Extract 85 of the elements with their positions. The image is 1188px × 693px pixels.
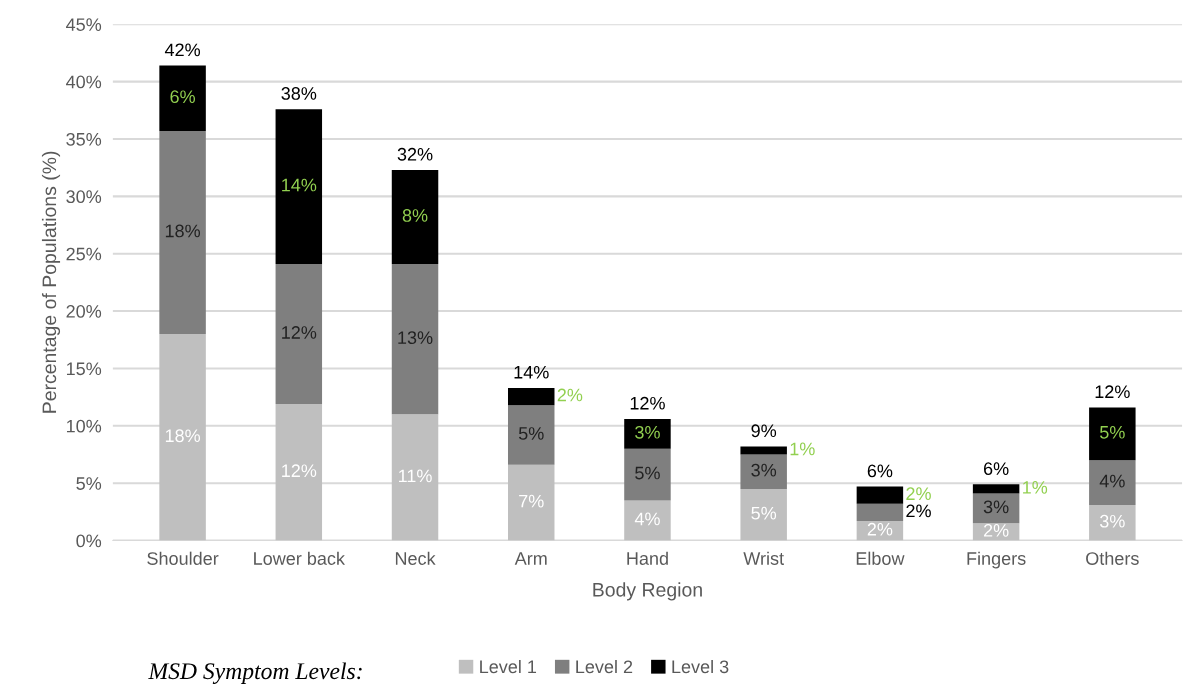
bar: [1089, 460, 1136, 505]
data-label: 12%: [282, 464, 317, 478]
total-label: 14%: [514, 365, 549, 379]
bar: [972, 484, 1020, 494]
x-tick-label: Others: [1086, 551, 1139, 565]
data-label: 2%: [557, 388, 583, 402]
x-tick-label: Wrist: [743, 551, 784, 565]
y-tick-label: 25%: [66, 247, 102, 261]
bar: [624, 500, 671, 541]
y-tick-label: 15%: [66, 362, 102, 376]
bar: [740, 446, 787, 455]
bar: [508, 464, 555, 541]
data-label: 2%: [867, 522, 893, 536]
bar: [1089, 407, 1136, 461]
total-label: 42%: [164, 43, 201, 57]
total-label: 12%: [1095, 385, 1130, 399]
legend-label: Level 2: [576, 659, 633, 674]
bar: [159, 334, 206, 541]
data-label: 3%: [635, 425, 660, 439]
bar: [740, 454, 787, 489]
x-tick-label: Shoulder: [147, 551, 219, 565]
x-axis-title: Body Region: [593, 582, 702, 601]
data-label: 7%: [519, 494, 544, 508]
bar: [1089, 504, 1136, 541]
data-label: 5%: [518, 427, 544, 440]
data-label: 18%: [165, 429, 201, 443]
bar: [391, 264, 439, 415]
data-label: 2%: [906, 487, 931, 500]
y-tick-label: 10%: [66, 419, 102, 433]
bar: [275, 109, 323, 265]
x-tick-label: Fingers: [967, 551, 1026, 569]
data-label: 11%: [399, 469, 432, 483]
bar: [275, 404, 323, 541]
data-label: 18%: [165, 224, 201, 238]
data-label: 14%: [282, 178, 317, 192]
data-label: 6%: [170, 90, 195, 104]
data-label: 5%: [1100, 425, 1125, 439]
bar: [159, 65, 206, 131]
data-label: 2%: [983, 524, 1009, 537]
data-label: 4%: [1099, 474, 1125, 488]
bar: [159, 130, 206, 335]
data-label: 3%: [1099, 514, 1125, 528]
data-label: 1%: [790, 442, 815, 456]
legend-label: Level 1: [480, 659, 537, 674]
x-tick-label: Elbow: [856, 551, 905, 565]
total-label: 6%: [983, 462, 1009, 476]
legend-label: Level 3: [672, 659, 729, 674]
total-label: 9%: [751, 424, 777, 438]
bar: [391, 414, 439, 541]
legend-title: MSD Symptom Levels:: [148, 662, 362, 684]
bar: [740, 488, 787, 541]
y-axis-title: Percentage of Populations (%): [41, 151, 61, 413]
total-label: 32%: [397, 147, 433, 161]
x-tick-label: Lower back: [254, 551, 345, 565]
bar: [508, 387, 555, 406]
data-label: 13%: [398, 331, 433, 345]
bar: [391, 169, 439, 265]
data-label: 2%: [906, 504, 931, 518]
bar: [856, 486, 904, 504]
y-tick-label: 5%: [76, 477, 102, 490]
y-tick-label: 30%: [66, 190, 102, 204]
x-tick-label: Arm: [514, 552, 547, 565]
y-tick-label: 20%: [66, 305, 102, 318]
data-label: 3%: [751, 463, 777, 477]
data-label: 12%: [282, 326, 317, 339]
total-label: 12%: [630, 396, 665, 410]
bar: [624, 418, 671, 449]
x-tick-label: Hand: [627, 551, 668, 565]
data-label: 8%: [402, 209, 428, 222]
y-tick-label: 35%: [66, 132, 102, 146]
data-label: 1%: [1023, 481, 1048, 494]
total-label: 38%: [281, 87, 317, 100]
bar: [508, 405, 555, 465]
data-label: 4%: [634, 512, 660, 526]
data-label: 5%: [635, 466, 660, 480]
y-tick-label: 45%: [66, 18, 102, 31]
x-tick-label: Neck: [395, 551, 436, 565]
bar: [856, 503, 904, 522]
bar: [275, 264, 323, 405]
data-label: 3%: [983, 500, 1009, 514]
bar: [624, 448, 671, 501]
total-label: 6%: [867, 464, 893, 478]
y-tick-label: 0%: [76, 534, 102, 548]
y-tick-label: 40%: [66, 75, 102, 89]
data-label: 5%: [751, 506, 777, 520]
